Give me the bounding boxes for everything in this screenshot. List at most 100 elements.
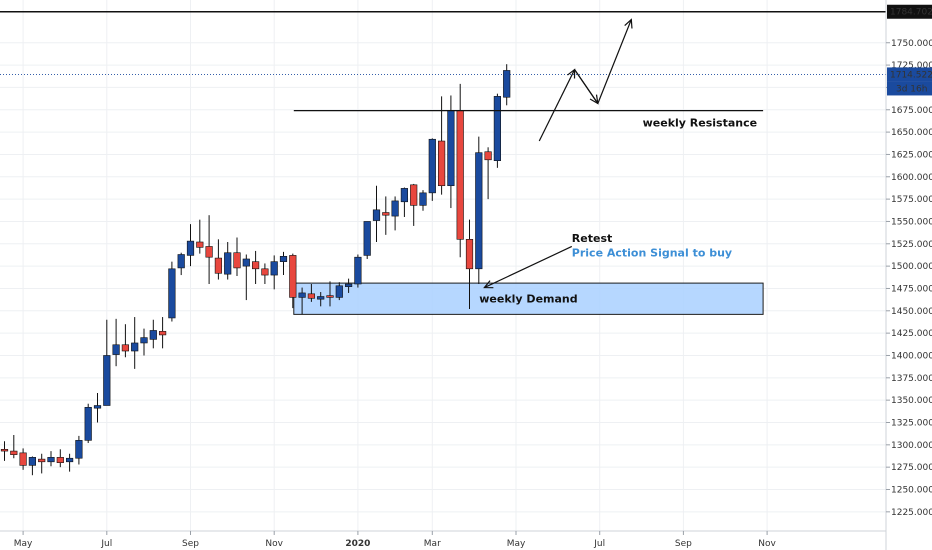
price-tick-label: 1725.000 [891, 61, 932, 71]
candle-body [372, 209, 381, 221]
weekly-resistance-label: weekly Resistance [643, 117, 757, 130]
candle-body [270, 261, 278, 276]
price-tick-label: 1575.000 [891, 195, 932, 205]
price-tick-label: 1600.000 [891, 173, 932, 183]
candle-body [103, 355, 111, 406]
candle-body [335, 285, 343, 298]
candle-body [196, 241, 204, 248]
price-action-signal-label: Price Action Signal to buy [572, 246, 732, 259]
candle-body [47, 457, 55, 463]
candles [0, 64, 511, 476]
price-tick-label: 1550.000 [891, 217, 932, 227]
candle-body [205, 246, 213, 258]
candle-body [28, 457, 37, 466]
price-tick-label: 1500.000 [891, 262, 932, 272]
candle-body [307, 293, 316, 299]
candle-body [289, 255, 297, 298]
candle-body [456, 110, 464, 240]
arrow-shaft [574, 69, 599, 104]
time-tick-label: Nov [758, 539, 776, 549]
top-level-tag [887, 4, 932, 19]
annotations: weekly Resistance Retest Price Action Si… [0, 10, 886, 289]
candle-body [279, 255, 288, 262]
candle-body [503, 70, 511, 98]
price-tags: 1784.702 17 1714.522 3d 16h [887, 4, 932, 96]
price-tick-label: 1350.000 [891, 396, 932, 406]
price-axis[interactable]: 1225.000 1250.000 1275.000 1300.000 1325.000… [886, 39, 932, 518]
time-tick-label: Nov [265, 539, 283, 549]
candle-body [66, 457, 74, 463]
candle-body [493, 96, 502, 161]
candle-body [475, 152, 483, 270]
candle-body [84, 406, 92, 441]
candle-body [298, 292, 306, 298]
arrow-head [624, 18, 633, 29]
projection-arrows [483, 18, 633, 289]
price-tick-label: 1650.000 [891, 128, 932, 138]
candle-body [186, 240, 195, 256]
candle-body [149, 330, 157, 340]
price-tick-label: 1225.000 [891, 508, 932, 518]
candle-body [252, 261, 260, 270]
weekly-demand-zone: weekly Demand [293, 282, 764, 315]
price-tick-label: 1675.000 [891, 106, 932, 116]
time-tick-label: Sep [675, 539, 692, 549]
candle-body [38, 458, 46, 463]
candle-body [484, 151, 492, 161]
price-tick-label: 1400.000 [891, 351, 932, 361]
candle-body [177, 254, 185, 269]
candle-body [410, 184, 418, 206]
time-tick-label: May [507, 539, 526, 549]
candle-body [465, 239, 474, 270]
candle-body [344, 283, 353, 287]
current-price-tag-label: 1714.522 [890, 70, 932, 80]
candle-body [317, 296, 325, 300]
arrow-shaft [597, 19, 632, 104]
arrow-shaft [484, 245, 573, 289]
candle-body [140, 337, 148, 344]
time-tick-label: Sep [182, 539, 199, 549]
price-tick-label: 1475.000 [891, 284, 932, 294]
candle-body [382, 212, 390, 216]
candle-body [261, 268, 269, 276]
candle-body [242, 258, 250, 267]
time-tick-label: Jul [100, 539, 112, 549]
candle-body [168, 268, 176, 319]
candle-body [0, 448, 9, 452]
candle-body [363, 221, 371, 256]
candle-body [214, 257, 223, 274]
weekly-demand-box [293, 282, 764, 315]
candle-body [437, 140, 446, 187]
candle-body [354, 256, 362, 285]
countdown-tag [887, 81, 932, 96]
candle-body [112, 344, 120, 355]
candle-body [326, 295, 334, 298]
candle-body [419, 192, 427, 206]
price-tick-label: 1625.000 [891, 150, 932, 160]
candle-body [233, 252, 241, 269]
price-tick-label: 1325.000 [891, 418, 932, 428]
retest-label: Retest [572, 232, 612, 245]
countdown-tag-label: 3d 16h [896, 84, 927, 94]
weekly-demand-label: weekly Demand [479, 293, 577, 306]
time-tick-label: Mar [424, 539, 441, 549]
time-axis[interactable]: May Jul Sep Nov 2020 Mar May Jul Sep Nov [14, 531, 777, 549]
price-tick-label: 1375.000 [891, 374, 932, 384]
current-price-tag [887, 67, 932, 82]
candle-body [19, 452, 27, 466]
price-tick-label: 1275.000 [891, 463, 932, 473]
candle-body [224, 252, 232, 275]
candle-body [75, 440, 83, 459]
price-tick-label: 1450.000 [891, 307, 932, 317]
candle-body [400, 188, 409, 203]
candle-body [447, 110, 455, 187]
arrow-shaft [538, 69, 576, 142]
price-tick-label: 1250.000 [891, 486, 932, 496]
arrow-head [483, 280, 494, 289]
candle-body [121, 344, 129, 352]
candle-body [56, 457, 64, 463]
candle-body [131, 342, 139, 352]
